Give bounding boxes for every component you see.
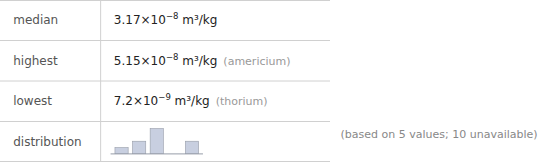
bar <box>150 129 163 154</box>
histogram <box>115 129 199 154</box>
row-note: (americium) <box>223 55 290 68</box>
bar <box>115 148 128 154</box>
row-label: lowest <box>13 94 52 108</box>
value-unit: m³/kg <box>178 13 217 27</box>
row-line <box>0 161 330 162</box>
value-exponent: −8 <box>166 11 179 21</box>
footer: (based on 5 values; 10 unavailable) <box>341 128 538 141</box>
row-value: 5.15×10−8 m³/kg <box>114 52 218 68</box>
value-main: 5.15×10 <box>114 54 166 68</box>
row-line <box>0 40 330 41</box>
summary-chart: median3.17×10−8 m³/kghighest5.15×10−8 m³… <box>0 0 541 162</box>
row-value: 7.2×10−9 m³/kg <box>114 92 210 108</box>
baseline <box>111 153 203 154</box>
row-line <box>0 81 330 82</box>
row-note: (thorium) <box>216 95 268 108</box>
value-main: 7.2×10 <box>114 94 158 108</box>
row-label: median <box>13 13 58 27</box>
value-exponent: −8 <box>166 52 179 62</box>
column-line <box>100 0 101 162</box>
bar <box>133 141 146 154</box>
bar <box>185 141 198 154</box>
row-line <box>0 121 330 122</box>
row-line <box>0 0 330 1</box>
table: median3.17×10−8 m³/kghighest5.15×10−8 m³… <box>0 0 330 162</box>
row-label: distribution <box>13 135 81 149</box>
value-exponent: −9 <box>158 92 171 102</box>
row-label: highest <box>13 54 58 68</box>
value-unit: m³/kg <box>178 54 217 68</box>
value-unit: m³/kg <box>171 94 210 108</box>
row-value: 3.17×10−8 m³/kg <box>114 11 218 27</box>
value-main: 3.17×10 <box>114 13 166 27</box>
